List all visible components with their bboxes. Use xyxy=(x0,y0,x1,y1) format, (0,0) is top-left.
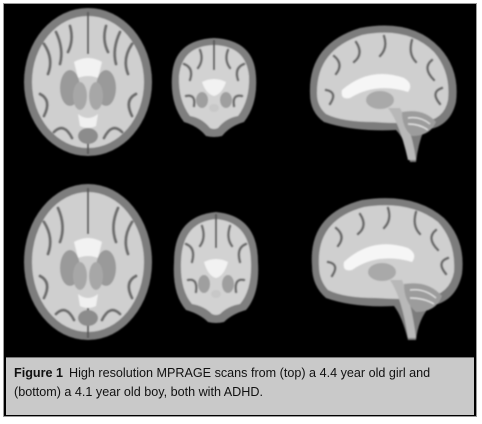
axial-scan-bottom xyxy=(24,184,152,340)
coronal-scan-bottom xyxy=(173,212,259,323)
figure-caption: Figure 1 High resolution MPRAGE scans fro… xyxy=(6,357,474,415)
coronal-scan-top xyxy=(171,38,257,137)
axial-scan-top xyxy=(24,8,152,156)
figure-frame: Figure 1 High resolution MPRAGE scans fro… xyxy=(3,3,477,417)
sagittal-scan-bottom xyxy=(311,198,463,340)
figure-label: Figure 1 xyxy=(14,366,63,380)
scan-grid xyxy=(24,8,463,340)
caption-text: High resolution MPRAGE scans from (top) … xyxy=(14,366,431,399)
sagittal-scan-top xyxy=(309,25,457,162)
